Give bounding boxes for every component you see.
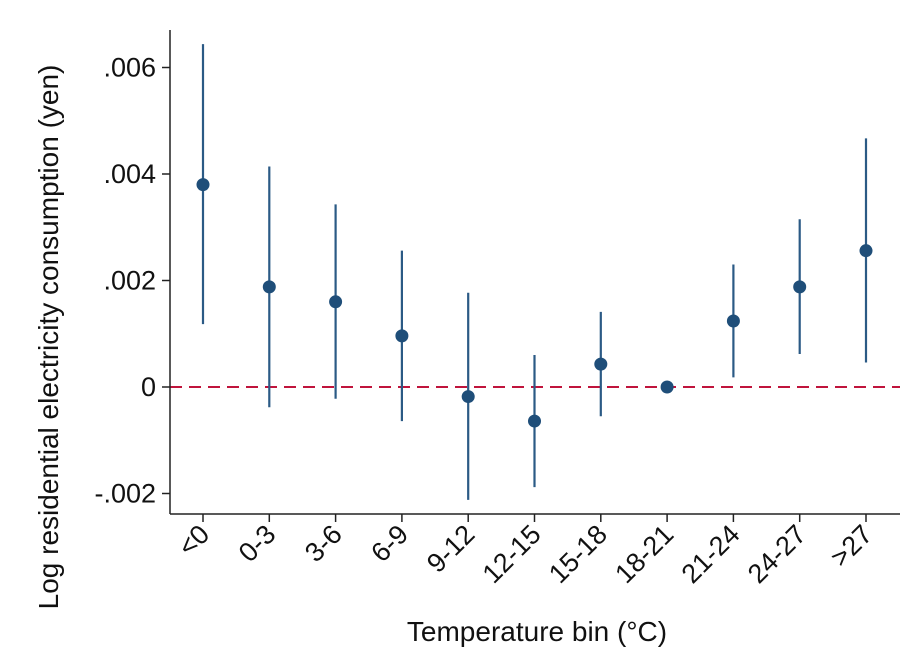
point-estimate-marker bbox=[395, 329, 409, 343]
x-tick-label: 24-27 bbox=[742, 519, 812, 589]
x-tick-label: 3-6 bbox=[299, 519, 348, 568]
x-tick-label: 21-24 bbox=[676, 519, 746, 589]
point-estimate-marker bbox=[859, 244, 873, 258]
y-tick-label: .006 bbox=[103, 53, 156, 83]
x-tick-label: 12-15 bbox=[477, 519, 547, 589]
x-tick-label: <0 bbox=[172, 519, 215, 562]
x-tick-label: 9-12 bbox=[421, 519, 480, 578]
x-tick-label: 15-18 bbox=[543, 519, 613, 589]
y-tick-label: .004 bbox=[103, 159, 156, 189]
point-estimate-marker bbox=[793, 280, 807, 294]
point-estimate-marker bbox=[262, 280, 276, 294]
point-estimate-marker bbox=[461, 390, 475, 404]
point-estimate-marker bbox=[726, 314, 740, 328]
point-estimate-marker bbox=[329, 295, 343, 309]
y-tick-label: 0 bbox=[141, 372, 156, 402]
plot-area bbox=[170, 44, 900, 500]
y-tick-label: -.002 bbox=[94, 479, 156, 509]
point-estimate-marker bbox=[196, 178, 210, 192]
x-tick-label: 0-3 bbox=[233, 519, 282, 568]
x-tick-label: 6-9 bbox=[365, 519, 414, 568]
point-estimate-marker bbox=[660, 380, 674, 394]
x-tick-label: 18-21 bbox=[609, 519, 679, 589]
x-axis-title: Temperature bin (°C) bbox=[407, 616, 667, 647]
y-axis-title: Log residential electricity consumption … bbox=[33, 65, 64, 610]
x-tick-label: >27 bbox=[825, 519, 879, 573]
x-ticks: <0 0-3 3-6 6-9 9-1212-1515-1818-2121-2424-27… bbox=[172, 514, 878, 589]
y-tick-label: .002 bbox=[103, 266, 156, 296]
y-ticks: -.002 0 .002 .004 .006 bbox=[94, 53, 170, 509]
point-estimate-marker bbox=[594, 357, 608, 371]
point-estimate-marker bbox=[528, 414, 541, 428]
